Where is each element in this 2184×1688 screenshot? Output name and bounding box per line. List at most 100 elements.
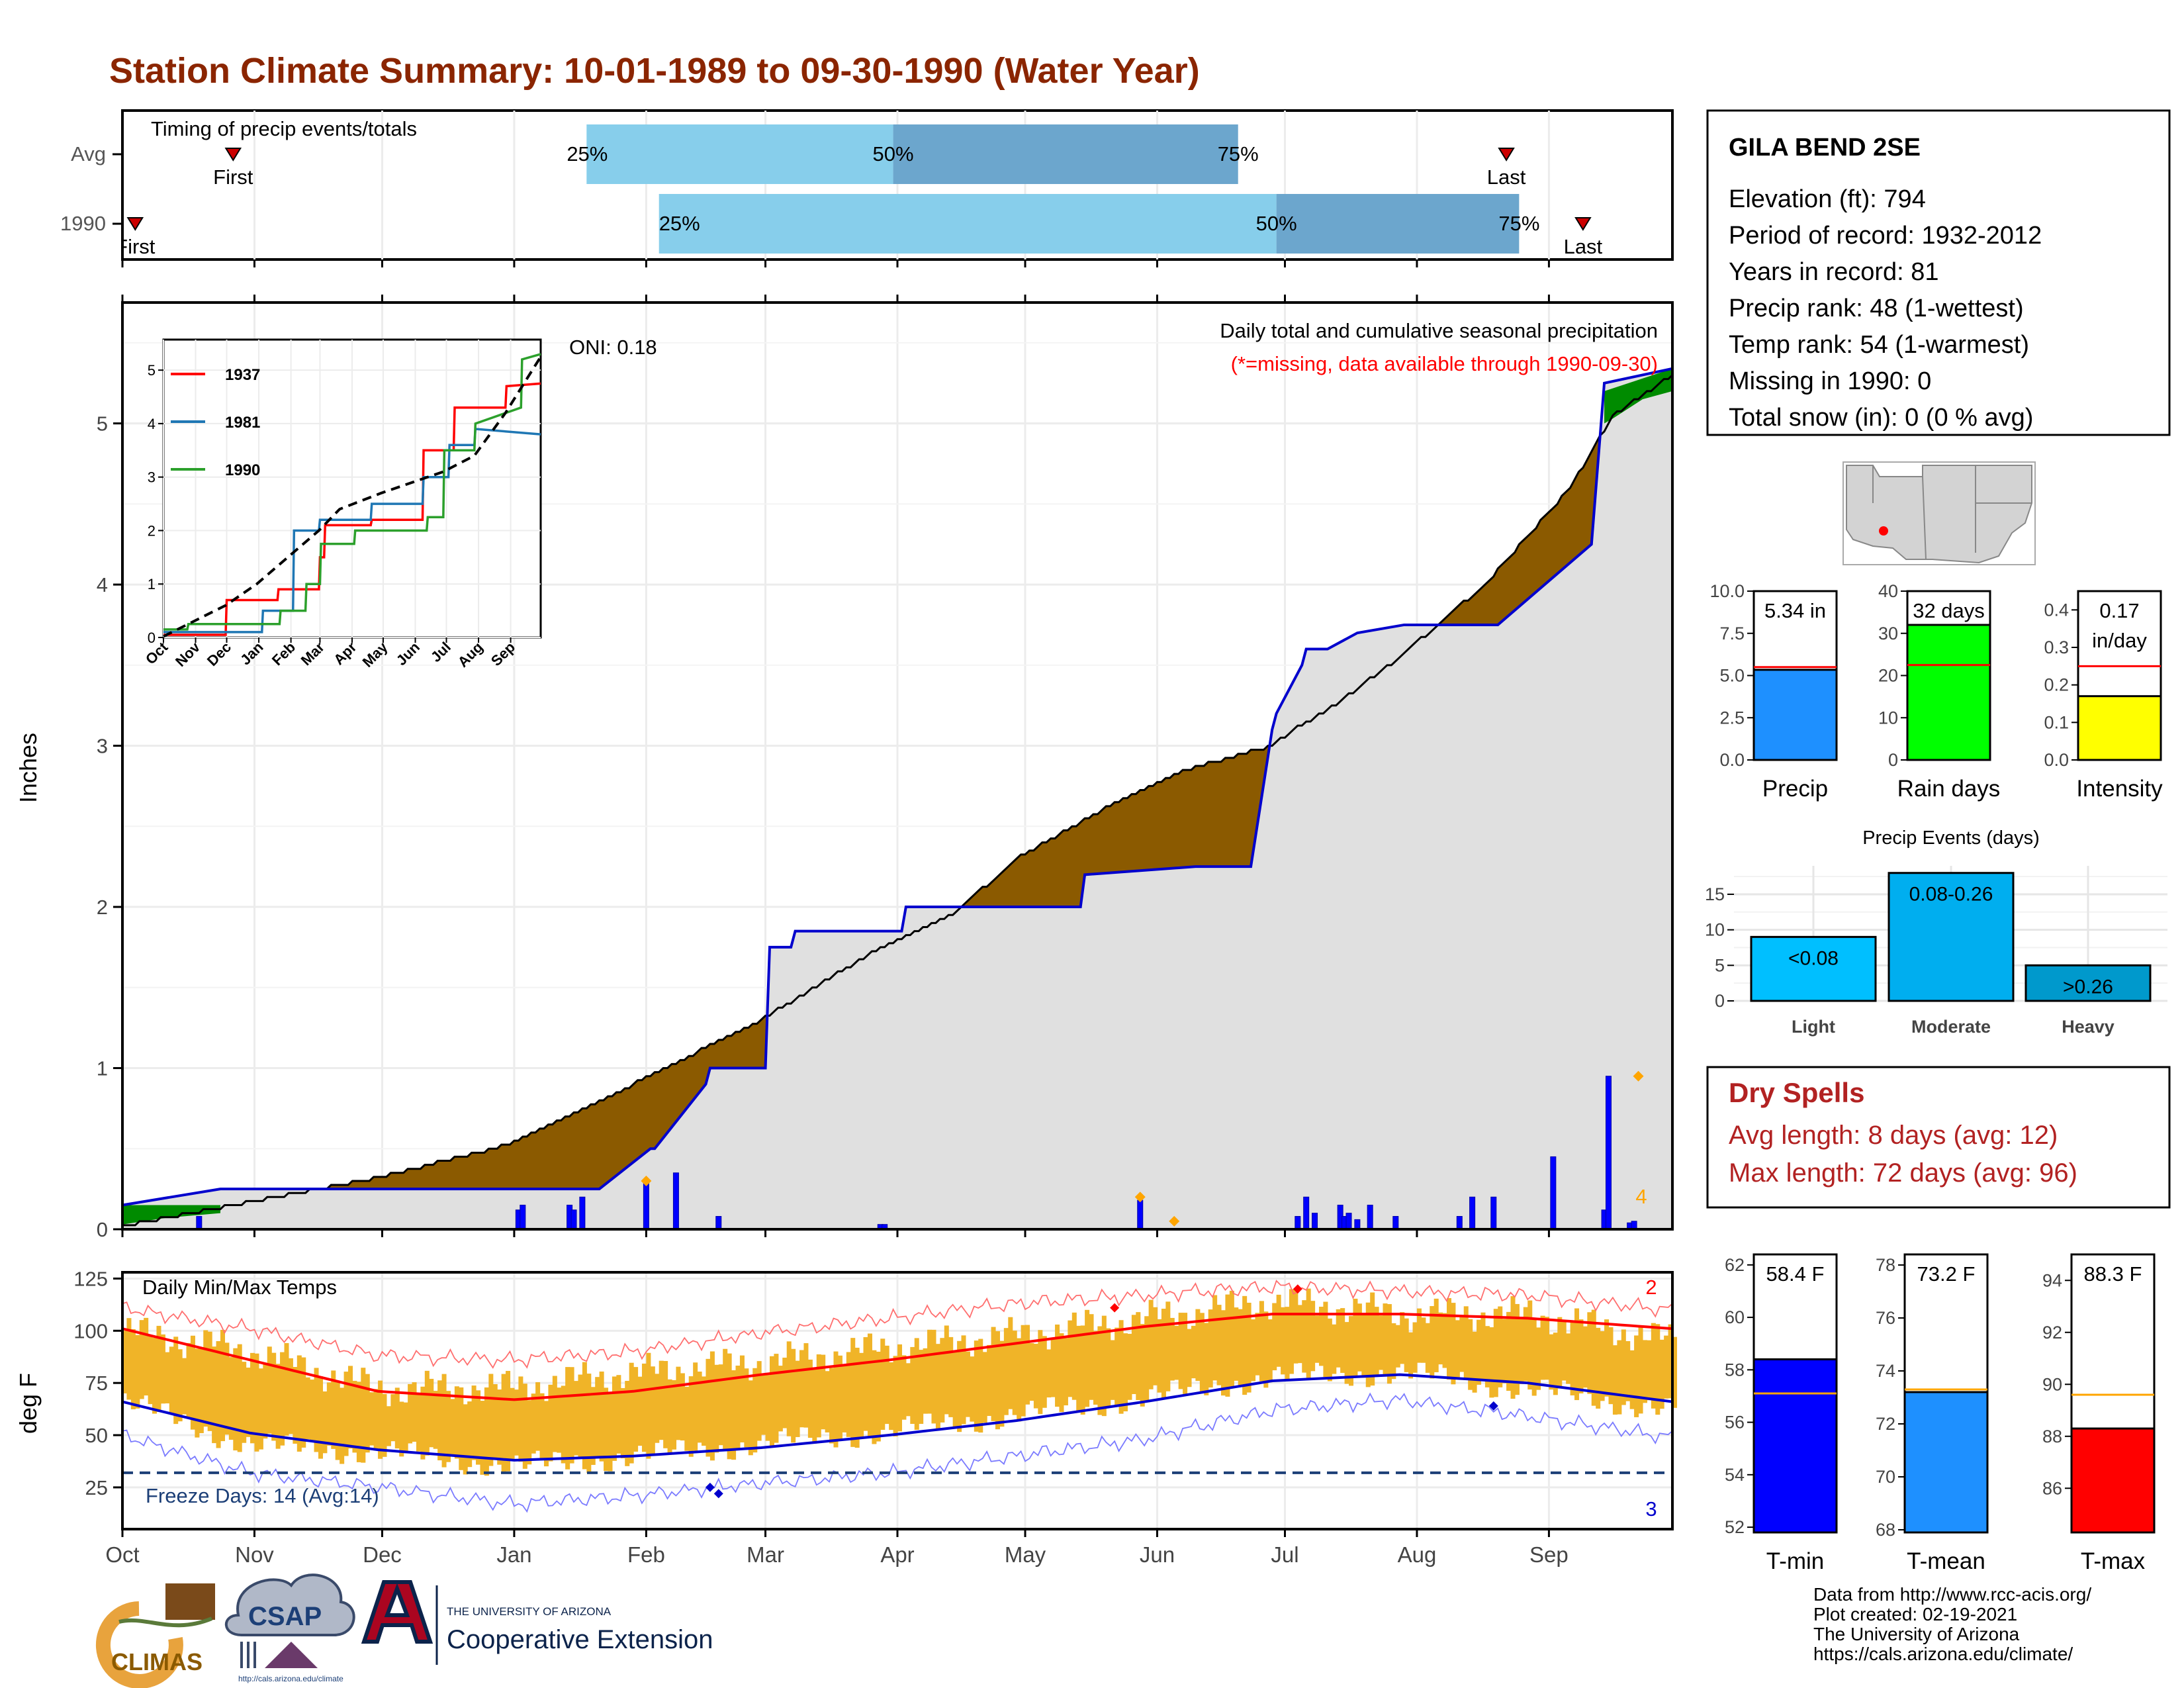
daily-temp-bar	[216, 1341, 221, 1448]
daily-temp-bar	[884, 1345, 889, 1425]
daily-temp-bar	[156, 1325, 161, 1412]
daily-temp-bar	[1216, 1305, 1222, 1385]
daily-temp-bar	[727, 1353, 732, 1460]
daily-temp-bar	[616, 1375, 621, 1454]
mini-y-tick-label: 56	[1725, 1413, 1745, 1432]
daily-temp-bar	[1540, 1315, 1545, 1380]
daily-temp-bar	[1297, 1305, 1302, 1364]
daily-temp-bar	[1408, 1332, 1414, 1379]
timing-last-marker	[1574, 217, 1592, 231]
daily-temp-bar	[1642, 1340, 1647, 1403]
dry-spells-title: Dry Spells	[1729, 1077, 1864, 1108]
daily-temp-bar	[254, 1353, 259, 1452]
daily-temp-bar	[1400, 1312, 1405, 1364]
timing-first-label: First	[213, 165, 253, 189]
daily-temp-bar	[531, 1393, 536, 1454]
daily-precip-bar	[1392, 1216, 1399, 1230]
daily-temp-bar	[957, 1340, 962, 1432]
daily-temp-bar	[807, 1359, 813, 1438]
daily-temp-bar	[543, 1401, 549, 1467]
mini-value-bar	[1752, 1358, 1838, 1534]
daily-temp-bar	[893, 1356, 898, 1436]
mini-y-tick-label: 5.0	[1719, 666, 1745, 686]
daily-temp-bar	[867, 1333, 872, 1436]
daily-temp-bar	[1463, 1306, 1469, 1378]
daily-temp-bar	[1178, 1313, 1183, 1389]
daily-temp-bar	[1544, 1317, 1549, 1380]
temp-y-tick-label: 125	[73, 1267, 108, 1290]
daily-temp-bar	[1514, 1303, 1520, 1395]
csap-url: http://cals.arizona.edu/climate	[238, 1674, 343, 1683]
daily-precip-bar	[1345, 1213, 1352, 1230]
daily-temp-bar	[416, 1394, 421, 1452]
daily-temp-bar	[424, 1370, 430, 1456]
daily-temp-bar	[991, 1327, 996, 1421]
daily-temp-bar	[412, 1382, 417, 1442]
mini-y-tick-label: 90	[2042, 1374, 2062, 1394]
mini-value-label: 32 days	[1913, 599, 1985, 622]
daily-temp-bar	[1527, 1300, 1533, 1390]
daily-temp-bar	[970, 1356, 975, 1422]
daily-temp-bar	[1498, 1306, 1503, 1387]
events-y-tick-label: 15	[1705, 884, 1725, 904]
daily-temp-bar	[1029, 1342, 1034, 1401]
record-high-marker	[1110, 1303, 1120, 1313]
missing-marker	[1633, 1070, 1644, 1082]
daily-temp-bar	[492, 1383, 498, 1460]
daily-precip-bar	[1367, 1204, 1373, 1230]
daily-temp-bar	[1165, 1301, 1171, 1391]
station-name: GILA BEND 2SE	[1729, 134, 1921, 162]
timing-first-marker	[126, 217, 144, 231]
csap-text: CSAP	[248, 1602, 322, 1631]
daily-temp-bar	[501, 1374, 506, 1474]
daily-temp-bar	[646, 1352, 651, 1459]
daily-temp-bar	[450, 1399, 455, 1455]
daily-temp-bar	[1293, 1289, 1298, 1364]
station-line-5: Missing in 1990: 0	[1729, 367, 1931, 395]
daily-temp-bar	[1664, 1335, 1669, 1399]
daily-temp-bar	[314, 1368, 319, 1452]
month-tick-label: Mar	[747, 1542, 784, 1567]
daily-temp-bar	[739, 1355, 745, 1442]
daily-temp-bar	[305, 1377, 310, 1440]
events-y-tick-label: 5	[1715, 955, 1725, 975]
daily-precip-bar	[1550, 1156, 1557, 1230]
daily-temp-bar	[1344, 1322, 1349, 1384]
freeze-label: Freeze Days: 14 (Avg:14)	[146, 1484, 379, 1507]
inset-y-tick-label: 3	[148, 469, 156, 486]
month-tick-label: Jan	[496, 1542, 531, 1567]
daily-temp-bar	[816, 1354, 821, 1438]
daily-temp-bar	[876, 1351, 881, 1442]
daily-temp-bar	[987, 1344, 992, 1417]
daily-temp-bar	[1566, 1333, 1571, 1384]
daily-temp-bar	[854, 1347, 860, 1448]
daily-temp-bar	[595, 1377, 600, 1458]
daily-temp-bar	[1106, 1328, 1111, 1407]
mini-y-tick-label: 0	[1888, 750, 1898, 770]
daily-temp-bar	[1183, 1313, 1188, 1394]
daily-precip-bar	[1469, 1196, 1476, 1230]
temp-max-count: 2	[1645, 1276, 1657, 1299]
daily-temp-bar	[1617, 1340, 1622, 1415]
daily-temp-bar	[207, 1331, 212, 1431]
daily-precip-bar	[1312, 1213, 1318, 1230]
station-line-2: Years in record: 81	[1729, 258, 1939, 286]
climas-logo: CLIMAS	[95, 1583, 215, 1688]
events-panel: Precip Events (days) <0.08 Light 0.08-0.26…	[1705, 827, 2167, 1037]
temp-y-tick-label: 100	[73, 1319, 108, 1342]
daily-temp-bar	[1438, 1312, 1443, 1365]
daily-temp-bar	[999, 1340, 1005, 1427]
daily-temp-bar	[1229, 1290, 1234, 1387]
daily-temp-bar	[1480, 1312, 1486, 1380]
daily-temp-bar	[1199, 1313, 1205, 1392]
daily-temp-bar	[1187, 1329, 1192, 1387]
daily-temp-bar	[1140, 1324, 1145, 1407]
daily-precip-bar	[715, 1216, 722, 1230]
daily-temp-bar	[1285, 1307, 1290, 1380]
events-bar	[1888, 872, 2015, 1002]
timing-pct-50: 50%	[873, 142, 914, 165]
daily-temp-bar	[940, 1338, 945, 1423]
cumulative-1990-line	[122, 367, 1673, 1207]
dry-spells-max: Max length: 72 days (avg: 96)	[1729, 1158, 2077, 1188]
record-low-marker	[705, 1482, 715, 1492]
